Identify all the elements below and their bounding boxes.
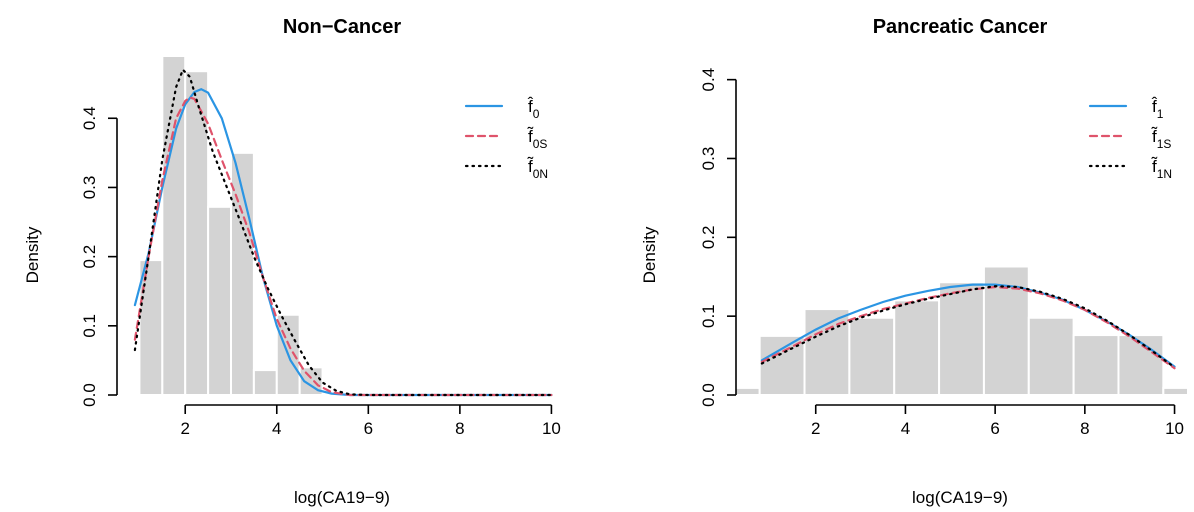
x-tick-label: 2: [180, 419, 189, 438]
chart-title: Pancreatic Cancer: [873, 16, 1048, 38]
x-tick-label: 4: [901, 419, 910, 438]
y-tick-label: 0.2: [699, 226, 718, 250]
x-tick-label: 10: [542, 419, 561, 438]
legend-label: f̃0S: [527, 126, 548, 151]
x-tick-label: 10: [1165, 419, 1184, 438]
chart-panel-2: Pancreatic Cancer 2 4 6 8 10 0.0 0.1 0.2 0.3 0.4 lo…: [640, 16, 1189, 507]
x-tick-label: 8: [1080, 419, 1089, 438]
x-tick-label: 6: [990, 419, 999, 438]
y-tick-label: 0.4: [80, 106, 99, 130]
y-tick-label: 0.3: [80, 176, 99, 200]
y-tick-label: 0.2: [80, 245, 99, 269]
histogram-bar: [938, 281, 985, 396]
x-axis-label: log(CA19−9): [294, 488, 390, 507]
histogram-bar: [848, 316, 896, 396]
legend-label: f̂0: [527, 96, 539, 121]
histogram-bar: [893, 299, 941, 397]
y-axis-label: Density: [23, 226, 42, 283]
density-curve-dotted: [760, 285, 1176, 369]
y-tick-label: 0.0: [699, 383, 718, 407]
chart-title: Non−Cancer: [283, 16, 402, 38]
histogram-bar: [1117, 334, 1165, 396]
y-tick-label: 0.4: [699, 68, 718, 92]
density-curve-dashed: [760, 285, 1176, 370]
x-tick-label: 6: [364, 419, 373, 438]
legend-label: f̃0N: [527, 156, 548, 181]
y-tick-label: 0.1: [80, 314, 99, 338]
x-axis-label: log(CA19−9): [912, 488, 1008, 507]
density-curve-dotted: [133, 67, 553, 397]
histogram-bar: [138, 259, 164, 396]
histogram-bar: [1027, 316, 1075, 396]
histogram-bar: [1162, 386, 1189, 397]
x-tick-label: 2: [811, 419, 820, 438]
legend-label: f̂1: [1151, 96, 1163, 121]
y-tick-label: 0.1: [699, 304, 718, 328]
chart-panel-1: Non−Cancer 2 4 6 8 10 0.0 0.1 0.2 0.3 0.4 log(CA19−…: [23, 16, 561, 507]
x-tick-label: 8: [455, 419, 464, 438]
histogram-bar: [734, 386, 761, 397]
histogram-bar: [207, 205, 232, 396]
legend-label: f̃1S: [1151, 126, 1172, 151]
legend-label: f̃1N: [1151, 156, 1172, 181]
y-axis-label: Density: [640, 226, 659, 283]
y-tick-label: 0.0: [80, 383, 99, 407]
y-tick-label: 0.3: [699, 147, 718, 171]
x-tick-label: 4: [272, 419, 281, 438]
histogram-bar: [252, 369, 278, 396]
histogram-bar: [1072, 334, 1120, 396]
histogram-bar: [161, 55, 187, 396]
